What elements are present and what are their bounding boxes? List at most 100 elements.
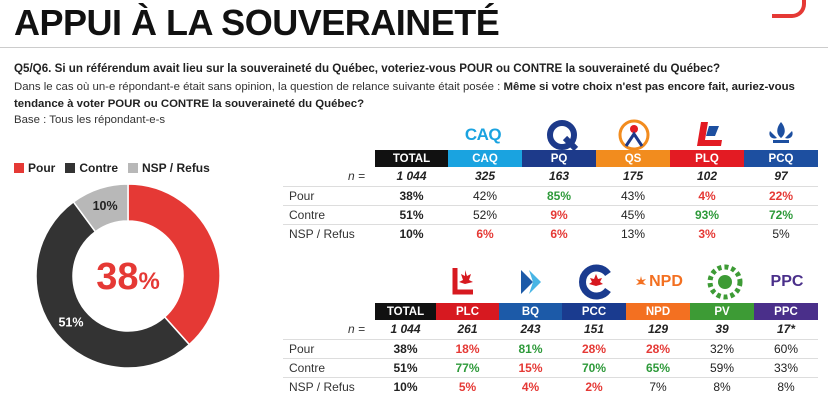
caq-logo: CAQ <box>458 117 508 153</box>
followup-note-prefix: Dans le cas où un-e répondant-e était sa… <box>14 81 504 93</box>
header-ppc: PPC <box>754 303 818 320</box>
cell-bq-pour: 81% <box>499 338 562 358</box>
cell-plq-nsp: 3% <box>670 223 744 243</box>
header-total: TOTAL <box>375 303 436 320</box>
cell-total-pour: 38% <box>375 338 436 358</box>
cell-pq-pour: 85% <box>522 185 596 205</box>
table-row-contre: Contre 51% 52% 9% 45% 93% 72% <box>283 204 818 224</box>
header-plq: PLQ <box>670 150 744 167</box>
cell-pcq-pour: 22% <box>744 185 818 205</box>
donut-center-number: 38 <box>96 256 138 298</box>
legend-item-nsp: NSP / Refus <box>128 161 210 175</box>
donut-chart: 51% 10% 38% <box>35 183 221 369</box>
cell-qs-nsp: 13% <box>596 223 670 243</box>
pq-logo-icon <box>538 117 588 153</box>
table-header: TOTAL CAQ PQ QS PLQ PCQ <box>283 150 818 167</box>
header-bq: BQ <box>499 303 562 320</box>
plq-logo-icon <box>684 117 734 153</box>
table-row-nsp: NSP / Refus 10% 6% 6% 13% 3% 5% <box>283 223 818 243</box>
n-plq: 102 <box>696 169 718 184</box>
cell-total-contre: 51% <box>375 357 436 377</box>
plc-logo-icon <box>437 264 487 300</box>
n-total: 1 044 <box>396 169 427 184</box>
cell-caq-nsp: 6% <box>448 223 522 243</box>
row-label-contre: Contre <box>283 357 375 377</box>
n-npd: 129 <box>647 322 669 337</box>
cell-total-nsp: 10% <box>375 223 448 243</box>
header-caq: CAQ <box>448 150 522 167</box>
donut-legend: Pour Contre NSP / Refus <box>14 161 210 175</box>
cell-ppc-pour: 60% <box>754 338 818 358</box>
brand-logo-icon <box>772 0 806 18</box>
cell-npd-pour: 28% <box>626 338 690 358</box>
cell-pq-nsp: 6% <box>522 223 596 243</box>
legend-swatch-contre <box>65 163 76 173</box>
pcc-logo-icon <box>571 264 621 300</box>
table-header: TOTAL PLC BQ PCC NPD PV PPC <box>283 303 818 320</box>
donut-center-unit: % <box>138 268 159 295</box>
followup-note: Dans le cas où un-e répondant-e était sa… <box>14 79 814 112</box>
sample-size-row: n = 1 044 325 163 175 102 97 <box>283 167 818 186</box>
cell-plc-nsp: 5% <box>436 376 499 396</box>
legend-label-contre: Contre <box>79 161 119 175</box>
table-row-pour: Pour 38% 42% 85% 43% 4% 22% <box>283 185 818 205</box>
pcq-logo-icon <box>756 117 806 153</box>
header-pv: PV <box>690 303 754 320</box>
header-blank <box>283 150 375 167</box>
n-bq: 243 <box>520 322 541 337</box>
cell-npd-nsp: 7% <box>626 376 690 396</box>
header-pcc: PCC <box>562 303 626 320</box>
n-pcc: 151 <box>583 322 605 337</box>
qs-logo-icon <box>609 117 659 153</box>
legend-swatch-nsp <box>128 163 139 173</box>
cell-pcc-pour: 28% <box>562 338 626 358</box>
npd-logo: NPD <box>626 264 692 300</box>
n-label: n = <box>347 169 365 184</box>
cell-npd-contre: 65% <box>626 357 690 377</box>
n-caq: 325 <box>474 169 496 184</box>
row-label-pour: Pour <box>283 185 375 205</box>
header-qs: QS <box>596 150 670 167</box>
sample-size-row: n = 1 044 261 243 151 129 39 17* <box>283 320 818 339</box>
npd-logo-text: NPD <box>649 273 683 290</box>
cell-pv-pour: 32% <box>690 338 754 358</box>
slice-label-contre: 51% <box>58 315 83 329</box>
header-pcq: PCQ <box>744 150 818 167</box>
cell-plc-contre: 77% <box>436 357 499 377</box>
donut-center-value: 38% <box>96 256 160 298</box>
legend-item-contre: Contre <box>65 161 118 175</box>
legend-label-nsp: NSP / Refus <box>142 161 210 175</box>
title-divider <box>0 47 828 48</box>
cell-caq-contre: 52% <box>448 204 522 224</box>
cell-plq-contre: 93% <box>670 204 744 224</box>
cell-plc-pour: 18% <box>436 338 499 358</box>
row-label-nsp: NSP / Refus <box>283 223 375 243</box>
cell-pcq-contre: 72% <box>744 204 818 224</box>
bq-logo-icon <box>506 264 556 300</box>
npd-leaf-icon <box>636 276 647 285</box>
n-pcq: 97 <box>774 169 788 184</box>
provincial-party-table: TOTAL CAQ PQ QS PLQ PCQ n = 1 044 325 16… <box>283 150 818 243</box>
header-npd: NPD <box>626 303 690 320</box>
cell-ppc-nsp: 8% <box>754 376 818 396</box>
caq-logo-text: CAQ <box>464 125 502 144</box>
pv-logo-icon <box>700 264 750 300</box>
cell-total-contre: 51% <box>375 204 448 224</box>
n-qs: 175 <box>622 169 644 184</box>
followup-note-question: Même si votre choix n'est pas encore fai… <box>14 81 795 110</box>
cell-pcc-nsp: 2% <box>562 376 626 396</box>
row-label-nsp: NSP / Refus <box>283 376 375 396</box>
cell-pcq-nsp: 5% <box>744 223 818 243</box>
table-row-contre: Contre 51% 77% 15% 70% 65% 59% 33% <box>283 357 818 377</box>
n-plc: 261 <box>457 322 478 337</box>
question-text: Q5/Q6. Si un référendum avait lieu sur l… <box>14 62 721 75</box>
federal-party-table: TOTAL PLC BQ PCC NPD PV PPC n = 1 044 26… <box>283 303 818 396</box>
cell-bq-contre: 15% <box>499 357 562 377</box>
n-ppc: 17* <box>776 322 796 337</box>
n-total: 1 044 <box>390 322 421 337</box>
ppc-logo-text: PPC <box>770 273 804 290</box>
n-pq: 163 <box>548 169 570 184</box>
cell-plq-pour: 4% <box>670 185 744 205</box>
header-plc: PLC <box>436 303 499 320</box>
cell-qs-pour: 43% <box>596 185 670 205</box>
